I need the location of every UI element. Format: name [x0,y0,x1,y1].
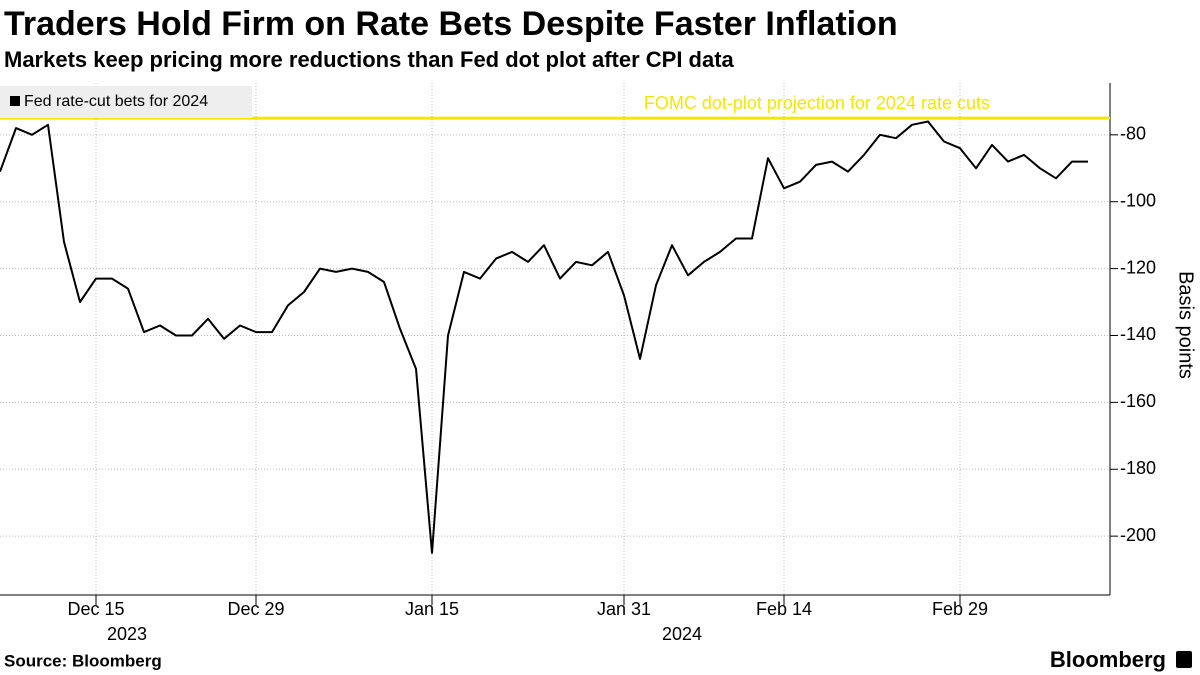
y-axis-label: Basis points [1175,271,1197,379]
x-tick-label: Feb 29 [932,599,988,619]
y-tick-label: -140 [1120,324,1156,344]
y-tick-label: -100 [1120,190,1156,210]
y-tick-label: -180 [1120,458,1156,478]
legend-swatch [10,96,20,106]
line-series [0,120,1088,554]
y-tick-label: -160 [1120,391,1156,411]
brand: Bloomberg [1050,647,1166,672]
brand-icon [1176,651,1192,668]
source: Source: Bloomberg [4,651,162,670]
year-label: 2024 [662,624,702,644]
legend-label: Fed rate-cut bets for 2024 [24,93,208,110]
x-tick-label: Jan 15 [405,599,459,619]
chart-subtitle: Markets keep pricing more reductions tha… [4,47,735,72]
y-tick-label: -200 [1120,525,1156,545]
reference-label: FOMC dot-plot projection for 2024 rate c… [644,93,990,113]
y-tick-label: -120 [1120,257,1156,277]
x-tick-label: Feb 14 [756,599,812,619]
x-tick-label: Jan 31 [597,599,651,619]
y-tick-label: -80 [1120,124,1146,144]
year-label: 2023 [107,624,147,644]
legend-box [0,86,252,118]
chart-title: Traders Hold Firm on Rate Bets Despite F… [4,5,898,43]
x-tick-label: Dec 29 [227,599,284,619]
x-tick-label: Dec 15 [67,599,124,619]
